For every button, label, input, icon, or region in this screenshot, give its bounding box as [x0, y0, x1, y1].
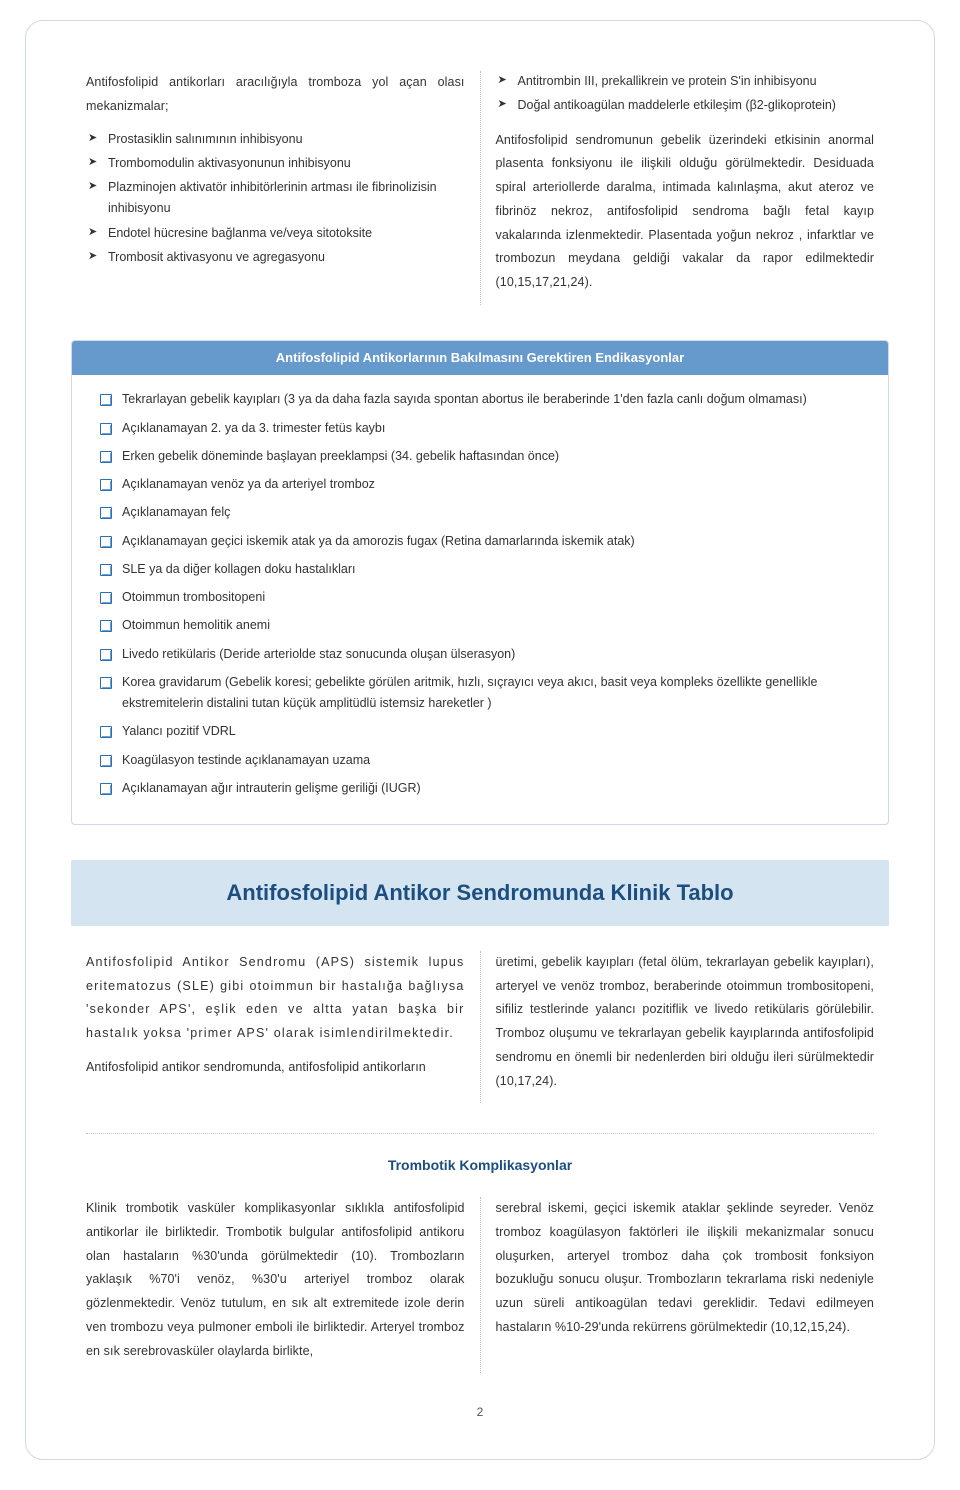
list-item: Açıklanamayan geçici iskemik atak ya da …: [100, 531, 860, 552]
list-item: Tekrarlayan gebelik kayıpları (3 ya da d…: [100, 389, 860, 410]
list-item: Erken gebelik döneminde başlayan preekla…: [100, 446, 860, 467]
clinical-right-column: üretimi, gebelik kayıpları (fetal ölüm, …: [480, 951, 890, 1104]
thrombotic-left-text: Klinik trombotik vasküler komplikasyonla…: [86, 1197, 465, 1363]
list-item: SLE ya da diğer kollagen doku hastalıkla…: [100, 559, 860, 580]
mechanisms-intro: Antifosfolipid antikorları aracılığıyla …: [86, 71, 465, 119]
list-item: Açıklanamayan felç: [100, 502, 860, 523]
mechanisms-list-left: Prostasiklin salınımının inhibisyonu Trom…: [86, 129, 465, 269]
list-item: Açıklanamayan ağır intrauterin gelişme g…: [100, 778, 860, 799]
indications-list: Tekrarlayan gebelik kayıpları (3 ya da d…: [100, 389, 860, 799]
list-item: Prostasiklin salınımının inhibisyonu: [86, 129, 465, 150]
list-item: Doğal antikoagülan maddelerle etkileşim …: [496, 95, 875, 116]
page-number: 2: [71, 1401, 889, 1424]
list-item: Plazminojen aktivatör inhibitörlerinin a…: [86, 177, 465, 220]
indications-box: Antifosfolipid Antikorlarının Bakılmasın…: [71, 340, 889, 825]
list-item: Endotel hücresine bağlanma ve/veya sitot…: [86, 223, 465, 244]
clinical-left-column: Antifosfolipid Antikor Sendromu (APS) si…: [71, 951, 480, 1104]
list-item: Açıklanamayan venöz ya da arteriyel trom…: [100, 474, 860, 495]
thrombotic-right-column: serebral iskemi, geçici iskemik ataklar …: [480, 1197, 890, 1373]
mechanisms-list-right: Antitrombin III, prekallikrein ve protei…: [496, 71, 875, 117]
list-item: Yalancı pozitif VDRL: [100, 721, 860, 742]
list-item: Trombomodulin aktivasyonunun inhibisyonu: [86, 153, 465, 174]
indications-box-body: Tekrarlayan gebelik kayıpları (3 ya da d…: [72, 375, 888, 824]
thrombotic-right-text: serebral iskemi, geçici iskemik ataklar …: [496, 1197, 875, 1340]
clinical-section-title: Antifosfolipid Antikor Sendromunda Klini…: [71, 860, 889, 926]
subsection-divider: [86, 1133, 874, 1134]
list-item: Trombosit aktivasyonu ve agregasyonu: [86, 247, 465, 268]
mechanisms-left-column: Antifosfolipid antikorları aracılığıyla …: [71, 71, 480, 305]
thrombotic-subtitle: Trombotik Komplikasyonlar: [71, 1152, 889, 1179]
clinical-left-p2: Antifosfolipid antikor sendromunda, anti…: [86, 1056, 465, 1080]
list-item: Açıklanamayan 2. ya da 3. trimester fetü…: [100, 418, 860, 439]
list-item: Otoimmun trombositopeni: [100, 587, 860, 608]
mechanisms-right-paragraph: Antifosfolipid sendromunun gebelik üzeri…: [496, 129, 875, 295]
thrombotic-left-column: Klinik trombotik vasküler komplikasyonla…: [71, 1197, 480, 1373]
mechanisms-right-column: Antitrombin III, prekallikrein ve protei…: [480, 71, 890, 305]
mechanisms-columns: Antifosfolipid antikorları aracılığıyla …: [71, 71, 889, 305]
clinical-columns: Antifosfolipid Antikor Sendromu (APS) si…: [71, 951, 889, 1104]
clinical-left-p1: Antifosfolipid Antikor Sendromu (APS) si…: [86, 951, 465, 1046]
list-item: Koagülasyon testinde açıklanamayan uzama: [100, 750, 860, 771]
list-item: Otoimmun hemolitik anemi: [100, 615, 860, 636]
list-item: Korea gravidarum (Gebelik koresi; gebeli…: [100, 672, 860, 715]
list-item: Livedo retikülaris (Deride arteriolde st…: [100, 644, 860, 665]
thrombotic-columns: Klinik trombotik vasküler komplikasyonla…: [71, 1197, 889, 1373]
list-item: Antitrombin III, prekallikrein ve protei…: [496, 71, 875, 92]
document-page: Antifosfolipid antikorları aracılığıyla …: [25, 20, 935, 1460]
indications-box-title: Antifosfolipid Antikorlarının Bakılmasın…: [72, 341, 888, 376]
clinical-right-p1: üretimi, gebelik kayıpları (fetal ölüm, …: [496, 951, 875, 1094]
